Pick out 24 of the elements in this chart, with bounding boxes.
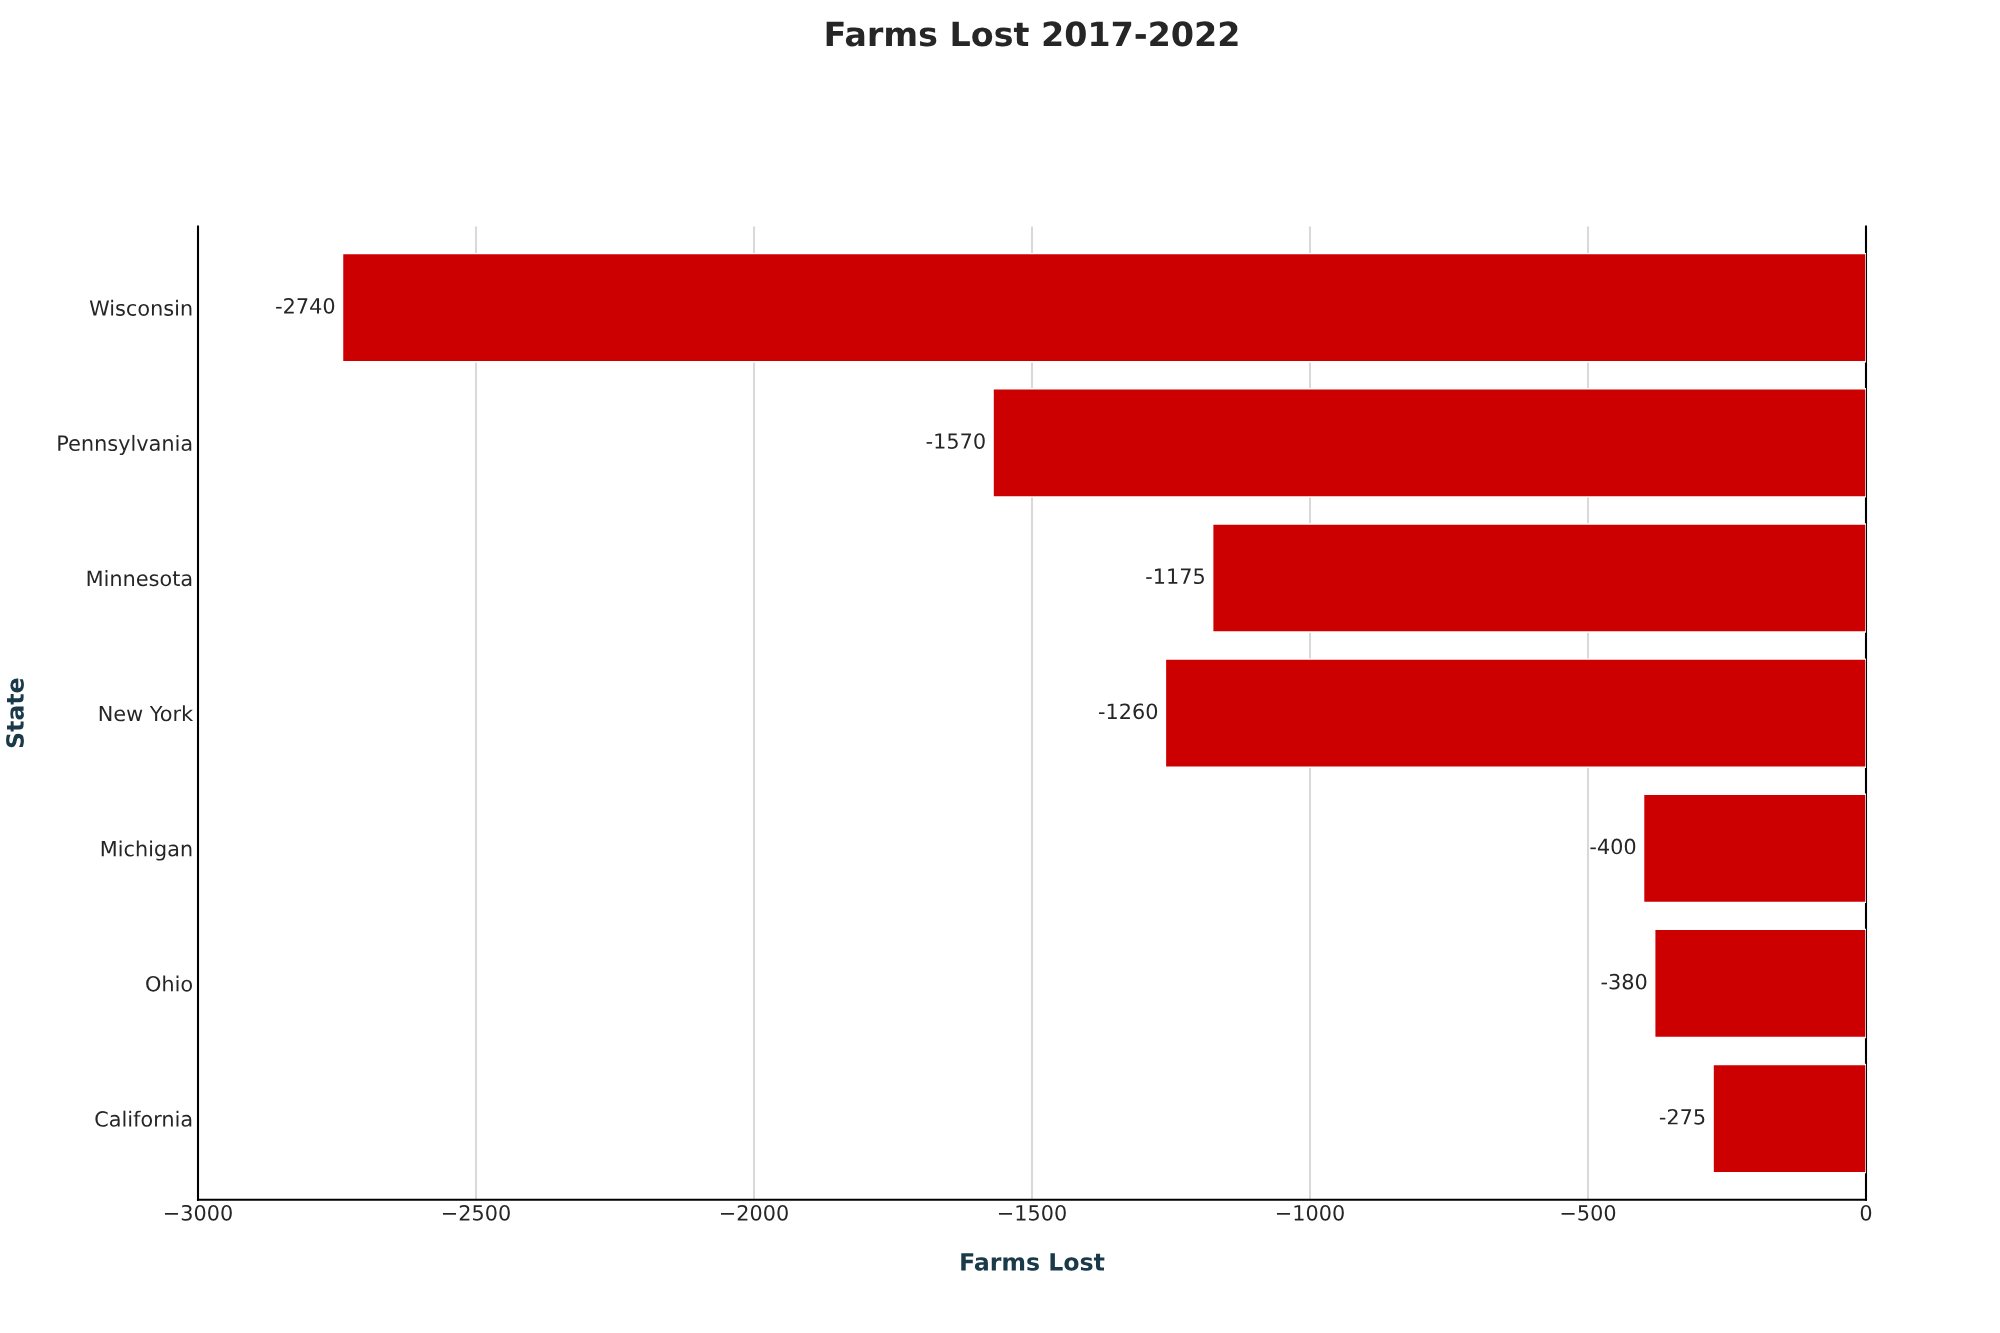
x-tick-label: −500 [1561, 1204, 1616, 1221]
chart-title: Farms Lost 2017-2022 [826, 21, 1238, 47]
x-tick-label: −1500 [998, 1204, 1066, 1221]
x-tick-label: −3000 [164, 1204, 232, 1221]
y-tick-label: Minnesota [87, 570, 192, 587]
y-tick-label: Michigan [101, 840, 192, 861]
y-tick-label: Pennsylvania [58, 434, 192, 456]
x-tick-label: −2000 [720, 1204, 788, 1221]
y-axis-title: State [6, 678, 24, 748]
x-tick-label: −2500 [442, 1204, 510, 1221]
data-label: -1570 [926, 433, 985, 449]
data-label: -400 [1590, 838, 1636, 855]
y-tick-label: Ohio [146, 975, 192, 992]
data-label: -1260 [1098, 703, 1158, 720]
data-label: -380 [1601, 973, 1647, 990]
y-tick-label: Wisconsin [89, 299, 192, 316]
x-tick-label: −1000 [1276, 1204, 1344, 1221]
x-axis-title: Farms Lost [961, 1253, 1105, 1271]
data-label: -2740 [276, 297, 335, 314]
x-tick-label: 0 [1860, 1204, 1872, 1221]
y-tick-label: New York [99, 705, 194, 722]
data-label: -275 [1659, 1108, 1705, 1125]
y-tick-label: California [95, 1110, 192, 1127]
data-label: -1175 [1146, 568, 1204, 585]
